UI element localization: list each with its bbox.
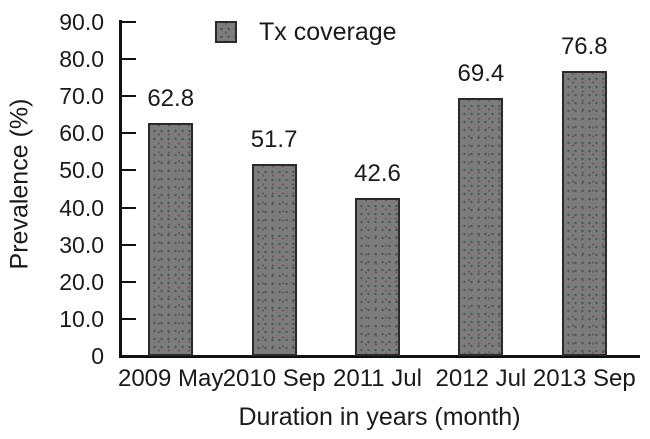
bar-tx-coverage	[148, 122, 194, 356]
bar-tx-coverage	[251, 164, 297, 356]
bar-value-label: 69.4	[457, 60, 505, 88]
y-axis-tick-label: 60.0	[59, 120, 104, 147]
x-axis-tick-label: 2012 Jul	[435, 365, 527, 392]
y-axis-tick	[122, 132, 136, 135]
x-axis-tick-label: 2010 Sep	[222, 365, 326, 392]
y-axis-tick-label: 50.0	[59, 157, 104, 184]
y-axis-tick	[122, 58, 136, 61]
bar-value-label: 62.8	[147, 84, 195, 112]
y-axis-tick-label: 80.0	[59, 46, 104, 73]
y-axis-tick	[122, 317, 136, 320]
x-axis-tick-label: 2013 Sep	[532, 365, 636, 392]
x-axis-title: Duration in years (month)	[238, 403, 521, 431]
y-axis-tick	[122, 243, 136, 246]
legend: Tx coverage	[215, 18, 397, 46]
legend-swatch-icon	[215, 21, 237, 43]
y-axis-tick-label: 90.0	[59, 9, 104, 35]
y-axis-title: Prevalence (%)	[5, 98, 34, 270]
bar-tx-coverage	[561, 70, 607, 356]
y-axis-tick	[122, 280, 136, 283]
y-axis-tick-label: 10.0	[59, 305, 104, 332]
y-axis-tick	[122, 95, 136, 98]
bar-value-label: 42.6	[354, 159, 401, 187]
y-axis-tick-label: 70.0	[59, 83, 104, 110]
y-axis-tick-label: 0	[91, 343, 104, 369]
legend-label: Tx coverage	[259, 17, 397, 46]
y-axis-tick	[122, 169, 136, 172]
bar-value-label: 51.7	[250, 126, 298, 154]
bar-value-label: 76.8	[560, 32, 608, 60]
y-axis-line	[119, 20, 122, 358]
bar-tx-coverage	[458, 98, 504, 356]
y-axis-tick-label: 20.0	[59, 268, 104, 295]
y-axis-tick	[122, 21, 136, 23]
y-axis-tick-label: 40.0	[59, 194, 104, 221]
y-axis-tick	[122, 206, 136, 209]
x-axis-tick-label: 2009 May	[117, 365, 224, 392]
x-axis-line	[119, 355, 640, 358]
y-axis-tick-label: 30.0	[59, 231, 104, 258]
bar-tx-coverage	[355, 197, 400, 356]
x-axis-tick-label: 2011 Jul	[333, 365, 422, 392]
